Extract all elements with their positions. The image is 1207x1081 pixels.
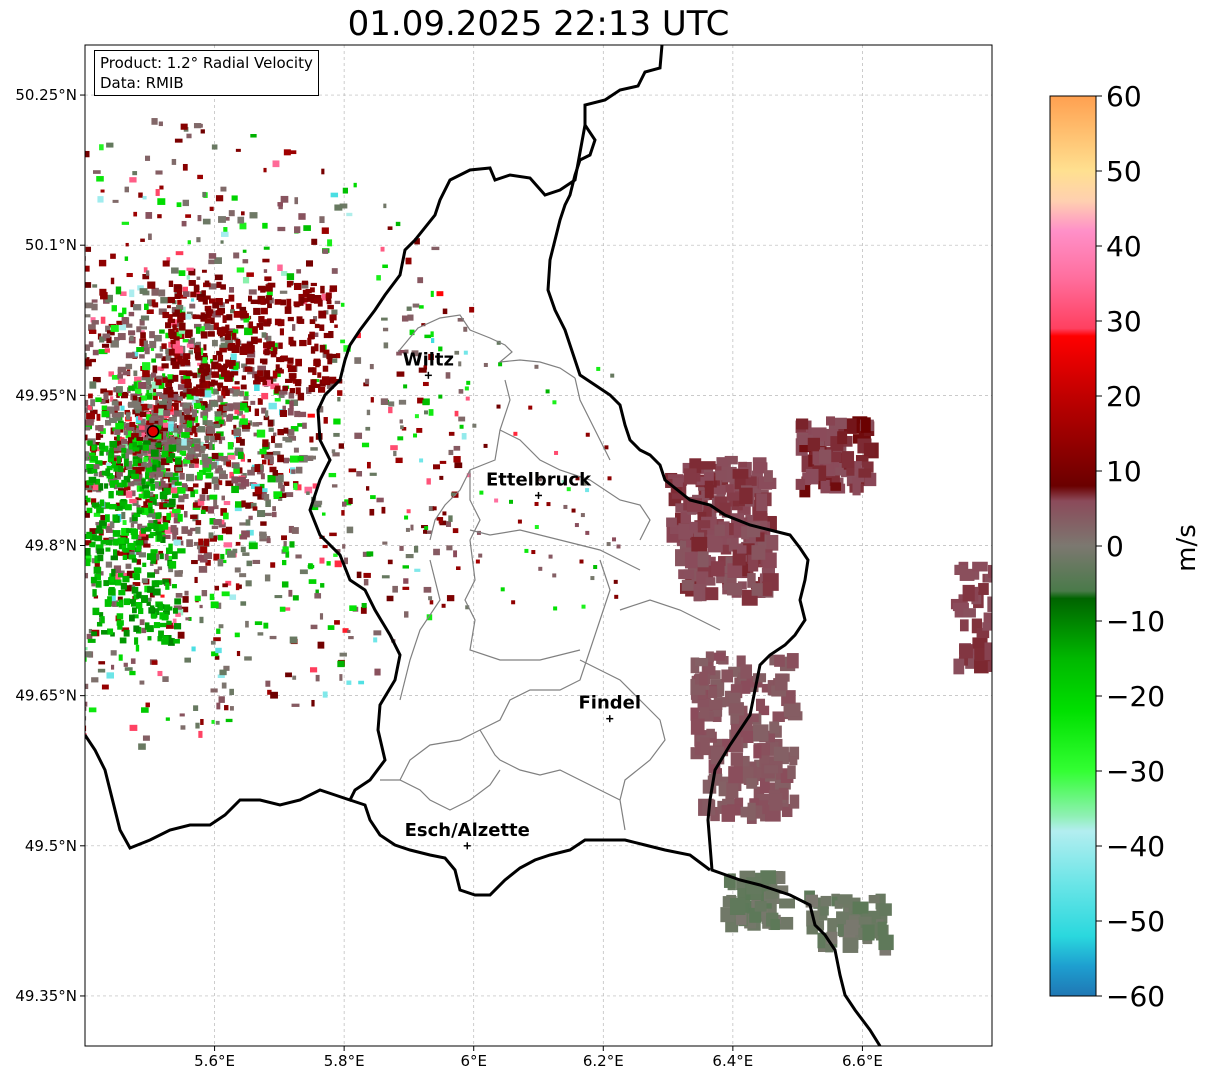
- radar-echoes: [85, 118, 992, 956]
- lat-tick-label: 49.35°N: [15, 987, 77, 1005]
- lon-tick-label: 5.8°E: [324, 1052, 365, 1070]
- data-source-label: Data: RMIB: [100, 74, 184, 92]
- colorbar-label: m/s: [1172, 524, 1202, 572]
- lat-tick-label: 50.25°N: [15, 86, 77, 104]
- city-marker: Ettelbruck: [486, 469, 592, 499]
- colorbar-tick-label: 60: [1106, 80, 1142, 113]
- colorbar-tick-label: −20: [1106, 680, 1165, 713]
- lat-tick-label: 49.65°N: [15, 687, 77, 705]
- city-marker: Esch/Alzette: [405, 820, 530, 850]
- colorbar-tick-label: 30: [1106, 305, 1142, 338]
- city-labels: Wiltz Ettelbruck Findel Esch/Alzette: [403, 349, 641, 850]
- colorbar-tick-label: 0: [1106, 530, 1124, 563]
- city-marker: Wiltz: [403, 349, 454, 379]
- country-border-south: [349, 798, 711, 897]
- city-label: Esch/Alzette: [405, 820, 530, 841]
- lon-tick-label: 6.4°E: [712, 1052, 753, 1070]
- colorbar-tick-label: −50: [1106, 905, 1165, 938]
- lat-tick-label: 49.8°N: [25, 537, 77, 555]
- lon-tick-label: 6°E: [460, 1052, 487, 1070]
- colorbar-tick-label: 10: [1106, 455, 1142, 488]
- city-label: Findel: [578, 693, 641, 714]
- borders: [85, 45, 882, 1046]
- lon-tick-label: 6.2°E: [583, 1052, 624, 1070]
- city-label: Ettelbruck: [486, 469, 592, 490]
- country-border-north: [85, 124, 587, 850]
- lon-tick-label: 6.6°E: [842, 1052, 883, 1070]
- colorbar-tick-label: 40: [1106, 230, 1142, 263]
- colorbar-gradient: [1049, 95, 1097, 997]
- radar-site-marker: [146, 425, 160, 438]
- colorbar-tick-label: 50: [1106, 155, 1142, 188]
- map-title: 01.09.2025 22:13 UTC: [347, 4, 730, 44]
- product-label: Product: 1.2° Radial Velocity: [100, 54, 313, 72]
- colorbar-ticks: 60 50 40 30 20 10 0 −10 −20 −30 −40 −50 −60: [1096, 80, 1165, 1013]
- region-boundaries: [380, 314, 721, 831]
- city-label: Wiltz: [403, 349, 454, 370]
- lat-tick-label: 49.95°N: [15, 386, 77, 404]
- lon-tick-label: 5.6°E: [194, 1052, 235, 1070]
- lat-tick-label: 50.1°N: [25, 236, 77, 254]
- product-info-box: Product: 1.2° Radial Velocity Data: RMIB: [94, 50, 319, 96]
- lat-tick-label: 49.5°N: [25, 837, 77, 855]
- axis-ticks: 5.6°E 5.8°E 6°E 6.2°E 6.4°E 6.6°E 50.25°N 50.1°…: [15, 86, 883, 1070]
- colorbar-tick-label: −10: [1106, 605, 1165, 638]
- colorbar-tick-label: 20: [1106, 380, 1142, 413]
- colorbar-tick-label: −30: [1106, 755, 1165, 788]
- city-marker: Findel: [578, 693, 641, 723]
- colorbar-tick-label: −40: [1106, 830, 1165, 863]
- colorbar-tick-label: −60: [1106, 980, 1165, 1013]
